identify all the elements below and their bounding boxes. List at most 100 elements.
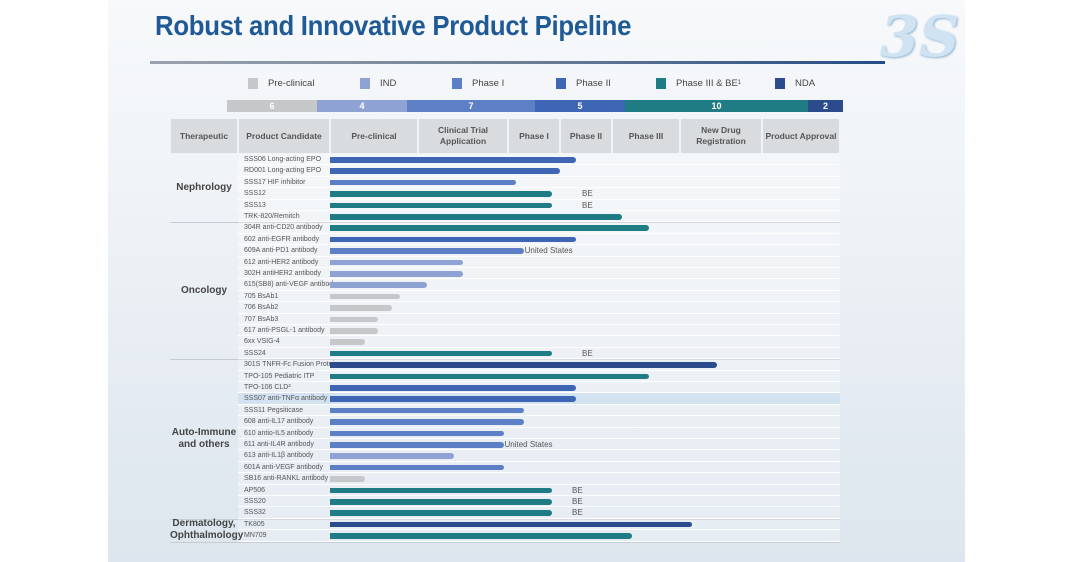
legend-label: Phase III & BE [676,77,738,89]
legend-item: Pre-clinical [248,76,314,90]
progress-bar [330,533,633,539]
progress-bar [330,442,504,448]
slide-background [108,0,965,562]
table-row [238,336,840,348]
bar-annotation: BE [572,508,583,518]
product-name: AP506 [244,486,266,494]
therapeutic-area-label: Nephrology [176,182,232,194]
product-name: TK805 [244,520,265,528]
stage-count: 5 [535,100,625,112]
therapeutic-area-label: Auto-Immune and others [171,427,237,450]
table-row [238,325,840,337]
product-name: SSS13 [244,201,266,209]
product-name: SSS32 [244,509,266,517]
progress-bar [330,202,553,209]
legend-swatch [775,77,785,89]
company-logo: 3S [880,4,960,70]
progress-bar [330,179,516,186]
progress-bar [330,362,717,368]
legend-label: NDA [795,77,816,89]
bar-annotation: BE [572,485,583,495]
table-row [238,473,840,485]
legend-item: Phase II [556,76,611,90]
progress-bar [330,191,553,197]
bar-annotation: BE [582,189,593,199]
progress-bar [330,419,524,425]
stage-count: 10 [625,100,808,112]
progress-bar [330,214,623,220]
product-name: 615(SB8) anti-VEGF antibody [244,281,337,289]
progress-bar [330,168,560,174]
product-name: SSS12 [244,190,266,198]
stage-count: 7 [407,100,535,112]
product-name: SSS11 Pegsiticase [244,406,304,414]
table-row [238,290,840,303]
product-name: 304R anti-CD20 antibody [244,224,323,232]
progress-bar [330,407,524,414]
legend-item: Phase III & BE 1 [656,76,741,90]
group-divider [170,518,840,520]
progress-bar [330,510,553,516]
legend-item: NDA [775,76,815,90]
progress-bar [330,339,366,345]
product-name: 707 BsAb3 [244,315,279,323]
product-name: 617 anti-PSGL-1 antibody [244,327,325,334]
product-name: 610 antio-IL5 antibody [244,429,314,437]
table-row [238,302,840,314]
bar-annotation: BE [582,348,593,358]
progress-bar [330,464,504,471]
therapeutic-area-label: Oncology [180,284,228,296]
product-name: RD001 Long-acting EPO [244,167,322,175]
progress-bar [330,499,553,505]
product-name: 611 anti-IL4R antibody [244,441,314,448]
legend-swatch [656,77,666,89]
title-divider [150,61,885,64]
progress-bar [330,293,401,300]
bar-annotation: United States [524,246,573,256]
legend-label: Phase I [472,77,505,89]
product-name: 6xx VSIG-4 [244,338,280,346]
stage-count: 2 [808,100,843,112]
product-name: 602 anti-EGFR antibody [244,235,320,243]
bar-annotation: United States [504,440,553,449]
product-name: 301S TNFR-Fc Fusion Protein [244,361,339,369]
legend-swatch [248,77,258,89]
product-name: MN709 [244,532,267,540]
progress-bar [330,350,553,357]
bar-annotation: BE [572,497,583,506]
table-row [238,256,840,268]
column-header: Phase I [509,119,559,153]
table-row [238,439,840,451]
legend-item: IND [360,76,396,90]
column-header: Phase III [613,119,679,153]
progress-bar [330,225,650,231]
table-row [238,450,840,462]
group-divider [170,359,840,361]
progress-bar [330,487,553,494]
legend-item: Phase I [452,76,504,90]
product-name: 601A anti-VEGF antibody [244,463,323,471]
product-name: TPO-105 Pediatric ITP [244,372,315,380]
legend-label: Phase II [576,77,611,89]
product-name: SSS07 anti-TNFα antibody [244,395,328,403]
column-header: Therapeutic [171,119,237,153]
progress-bar [330,396,576,402]
progress-bar [330,385,576,391]
page-title: Robust and Innovative Product Pipeline [155,10,632,41]
progress-bar [330,476,366,482]
table-row [238,268,840,280]
product-name: 706 BsAb2 [244,304,279,312]
table-row [238,416,840,428]
therapeutic-area-label: Dermatology, Ophthalmology [170,518,244,542]
stage-count: 4 [317,100,407,112]
legend-label: IND [380,77,397,89]
legend-swatch [556,77,566,89]
bar-annotation: BE [582,200,593,210]
legend-swatch [452,77,462,89]
progress-bar [330,316,379,323]
table-row [238,176,840,189]
product-name: TRK-820/Remitch [244,213,300,220]
stage-count: 6 [227,100,317,112]
legend-swatch [360,77,370,89]
progress-bar [330,430,504,437]
